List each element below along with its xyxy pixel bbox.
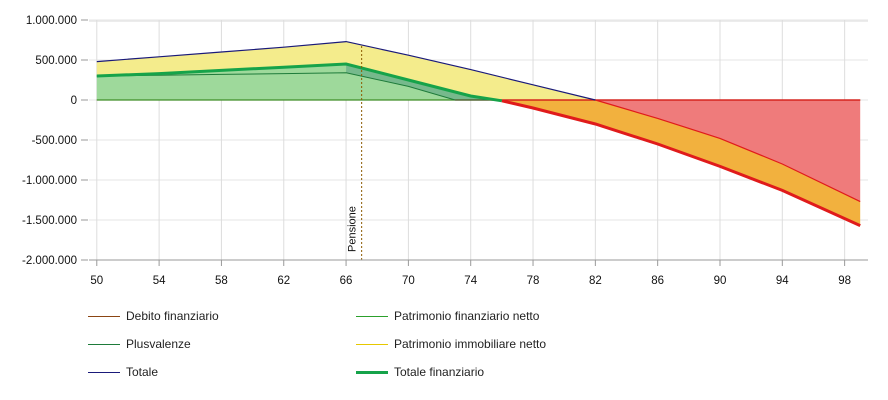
legend-label: Totale finanziario — [394, 365, 485, 379]
x-tick-label: 62 — [277, 275, 290, 287]
legend-item-debito[interactable]: Debito finanziario — [88, 308, 219, 324]
x-tick-label: 90 — [714, 275, 727, 287]
x-tick-label: 94 — [776, 275, 789, 287]
y-tick-label: -1.500.000 — [22, 215, 77, 227]
x-tick-label: 50 — [90, 275, 103, 287]
legend-swatch — [88, 343, 120, 345]
plot-top-band — [89, 20, 868, 22]
y-tick-label: 1.000.000 — [26, 15, 77, 27]
legend-swatch — [88, 371, 120, 373]
chart: Pensione 1.000.000 500.000 0 -500.000 -1.000.… — [22, 15, 868, 287]
y-tick-label: -2.000.000 — [22, 255, 77, 267]
legend-label: Plusvalenze — [126, 337, 191, 351]
series-totale-finanziario-line — [96, 62, 503, 103]
legend-item-plusvalenze[interactable]: Plusvalenze — [88, 336, 191, 352]
area-negative-zone — [595, 100, 861, 202]
y-tick-label: -500.000 — [32, 135, 77, 147]
x-tick-label: 74 — [464, 275, 477, 287]
y-tick-label: 500.000 — [35, 55, 77, 67]
y-tick-label: -1.000.000 — [22, 175, 77, 187]
x-tick-label: 82 — [589, 275, 602, 287]
legend-label: Patrimonio finanziario netto — [394, 309, 540, 323]
series-totale-line — [96, 40, 596, 101]
legend-item-totale[interactable]: Totale — [88, 364, 158, 380]
y-tick-label: 0 — [71, 95, 77, 107]
legend-item-totale-finanziario[interactable]: Totale finanziario — [356, 364, 484, 380]
legend-label: Totale — [126, 365, 159, 379]
x-tick-label: 58 — [215, 275, 228, 287]
x-tick-label: 54 — [153, 275, 166, 287]
legend-label: Debito finanziario — [126, 309, 219, 323]
x-tick-label: 98 — [838, 275, 851, 287]
legend-item-patrimonio-finanziario[interactable]: Patrimonio finanziario netto — [356, 308, 539, 324]
series-totale-finanziario-negative-line — [501, 99, 861, 227]
legend-swatch — [88, 315, 120, 317]
series-plusvalenze-line — [96, 72, 502, 101]
legend-item-immobiliare[interactable]: Patrimonio immobiliare netto — [356, 336, 546, 352]
x-tick-label: 78 — [527, 275, 540, 287]
legend-swatch — [356, 370, 388, 374]
area-immobiliare — [96, 41, 596, 101]
annotation-label: Pensione — [347, 206, 359, 252]
series-totale-negative-line — [595, 99, 861, 203]
x-tick-label: 70 — [402, 275, 415, 287]
legend-swatch — [356, 315, 388, 317]
chart-svg: Pensione 1.000.000 500.000 0 -500.000 -1.000.… — [22, 15, 868, 287]
legend: Debito finanziario Patrimonio finanziari… — [0, 300, 888, 400]
legend-swatch — [356, 343, 388, 345]
x-tick-label: 86 — [651, 275, 664, 287]
legend-label: Patrimonio immobiliare netto — [394, 337, 547, 351]
x-tick-label: 66 — [340, 275, 353, 287]
